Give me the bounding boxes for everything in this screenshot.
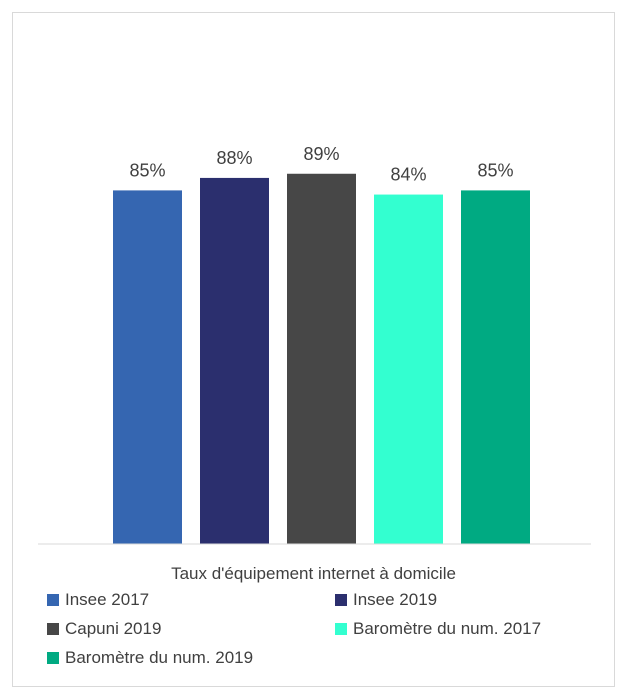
- legend-swatch: [47, 623, 59, 635]
- bar-barom-tre-du-num-2019: [461, 190, 530, 544]
- bars-group: [113, 173, 530, 545]
- data-label: 85%: [477, 160, 513, 180]
- data-label: 84%: [390, 165, 426, 185]
- bar-insee-2019: [200, 177, 269, 545]
- legend-swatch: [335, 594, 347, 606]
- legend-label: Insee 2019: [353, 590, 438, 609]
- legend-label: Baromètre du num. 2017: [353, 619, 542, 638]
- bar-capuni-2019: [287, 173, 356, 544]
- legend-swatch: [47, 594, 59, 606]
- legend-item-insee-2019: Insee 2019: [335, 590, 437, 610]
- legend-label: Capuni 2019: [65, 619, 162, 638]
- data-label: 89%: [303, 144, 339, 164]
- data-label: 85%: [129, 160, 165, 180]
- legend-swatch: [335, 623, 347, 635]
- legend-item-capuni-2019: Capuni 2019: [47, 619, 161, 639]
- legend-swatch: [47, 652, 59, 664]
- legend-item-insee-2017: Insee 2017: [47, 590, 149, 610]
- data-label: 88%: [216, 148, 252, 168]
- legend-item-barometre-2019: Baromètre du num. 2019: [47, 648, 253, 668]
- legend-label: Baromètre du num. 2019: [65, 648, 254, 667]
- legend-item-barometre-2017: Baromètre du num. 2017: [335, 619, 541, 639]
- legend-label: Insee 2017: [65, 590, 150, 609]
- value-labels-group: 85% 88% 89% 84% 85%: [129, 144, 513, 185]
- bar-insee-2017: [113, 190, 182, 544]
- x-axis-category-label: Taux d'équipement internet à domicile: [171, 564, 456, 583]
- bar-barom-tre-du-num-2017: [374, 194, 443, 544]
